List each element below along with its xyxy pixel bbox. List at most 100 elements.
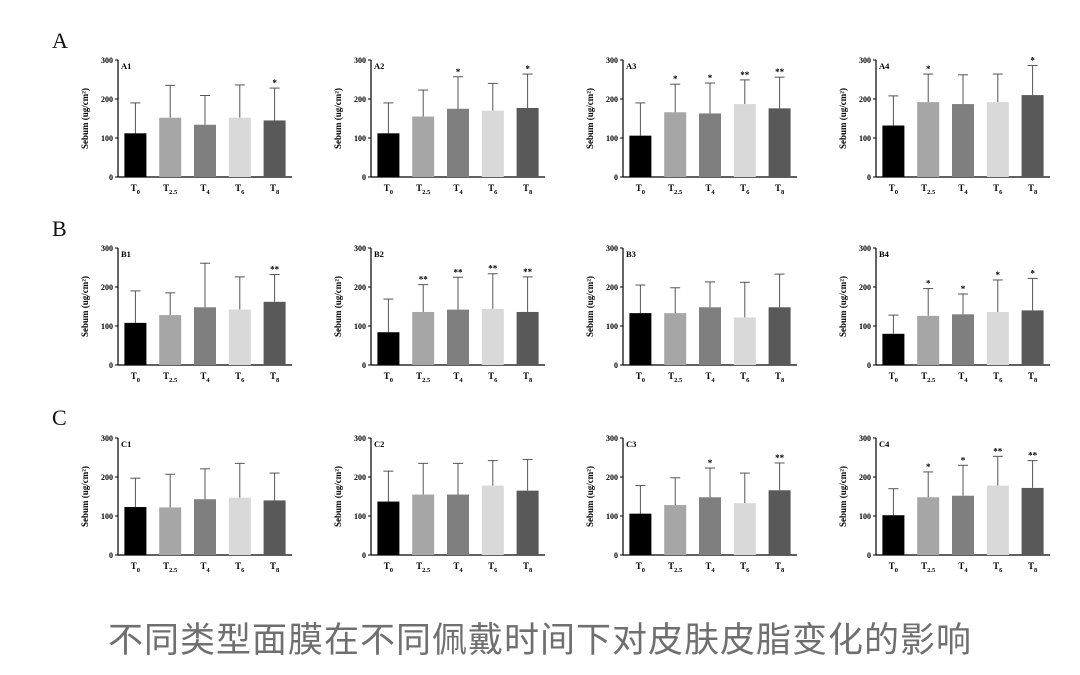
- x-tick-label: T8: [1028, 561, 1038, 574]
- bar: [733, 104, 756, 177]
- bar: [228, 497, 251, 555]
- x-tick-label: T0: [889, 561, 898, 574]
- y-tick-label: 200: [859, 473, 871, 482]
- panel-a4: 0 100 200 300 Sebum (ug/cm²) A4 T0 * T2.5 T4 T6 * T8: [828, 50, 1058, 200]
- x-tick-label: T0: [636, 561, 645, 574]
- significance-marker: **: [454, 267, 464, 277]
- bar: [952, 104, 974, 177]
- y-tick-label: 300: [101, 434, 113, 443]
- panel-chart-svg: 0 100 200 300 Sebum (ug/cm²) C1 T0 T2.5 T4 T6 T8: [80, 434, 292, 574]
- significance-marker: *: [961, 284, 966, 294]
- y-tick-label: 0: [109, 551, 113, 560]
- bar: [986, 311, 1009, 365]
- x-tick-label: T4: [705, 371, 715, 384]
- y-axis-label: Sebum (ug/cm²): [333, 466, 343, 527]
- x-tick-label: T2.5: [668, 371, 683, 384]
- panel-chart-svg: 0 100 200 300 Sebum (ug/cm²) C2 T0 T2.5 T4 T6 T8: [333, 434, 545, 574]
- bar: [447, 494, 469, 555]
- bar: [629, 313, 652, 365]
- significance-marker: *: [456, 67, 461, 77]
- x-tick-label: T4: [958, 561, 968, 574]
- y-tick-label: 300: [354, 244, 366, 253]
- bar: [882, 333, 905, 365]
- y-tick-label: 0: [362, 361, 366, 370]
- bar: [412, 494, 435, 555]
- y-tick-label: 100: [101, 322, 113, 331]
- y-axis-label: Sebum (ug/cm²): [333, 88, 343, 149]
- y-tick-label: 200: [606, 473, 618, 482]
- bar: [447, 309, 469, 365]
- x-tick-label: T6: [235, 371, 245, 384]
- bar: [481, 485, 504, 555]
- x-tick-label: T8: [270, 183, 280, 196]
- bar: [986, 102, 1009, 177]
- y-tick-label: 200: [354, 95, 366, 104]
- significance-marker: **: [775, 67, 785, 77]
- x-tick-label: T6: [740, 371, 750, 384]
- x-tick-label: T6: [235, 561, 245, 574]
- figure: A B C 0 100 200 300 Sebum (ug/cm²) A1 T0 T2.5 T4…: [52, 28, 1058, 578]
- figure-caption: 不同类型面膜在不同佩戴时间下对皮肤皮脂变化的影响: [107, 621, 972, 661]
- x-tick-label: T2.5: [416, 183, 431, 196]
- x-tick-label: T6: [993, 371, 1003, 384]
- bar: [263, 301, 286, 365]
- x-tick-label: T4: [200, 561, 210, 574]
- significance-marker: **: [488, 264, 498, 274]
- panel-id-label: B4: [879, 249, 890, 259]
- x-tick-label: T2.5: [921, 561, 936, 574]
- bar: [699, 307, 721, 365]
- bar: [1021, 310, 1044, 365]
- panel-id-label: A3: [626, 61, 636, 71]
- panel-chart-svg: 0 100 200 300 Sebum (ug/cm²) C4 T0 * T2.5 * T4 ** T6…: [838, 434, 1050, 574]
- bar: [447, 108, 469, 177]
- bar: [377, 501, 400, 555]
- bar: [1021, 487, 1044, 555]
- bar: [882, 125, 905, 177]
- panel-chart-svg: 0 100 200 300 Sebum (ug/cm²) A2 T0 T2.5 * T4 T6 * T8: [333, 56, 545, 196]
- x-tick-label: T4: [705, 561, 715, 574]
- bar: [124, 133, 147, 177]
- y-tick-label: 200: [101, 95, 113, 104]
- panel-chart-svg: 0 100 200 300 Sebum (ug/cm²) A4 T0 * T2.5 T4 T6 * T8: [838, 55, 1050, 196]
- x-tick-label: T8: [1028, 371, 1038, 384]
- y-tick-label: 100: [354, 134, 366, 143]
- y-tick-label: 100: [859, 134, 871, 143]
- row-letter-c: C: [52, 405, 67, 430]
- significance-marker: *: [926, 279, 931, 289]
- bar: [194, 124, 216, 177]
- panel-id-label: A1: [121, 61, 131, 71]
- y-tick-label: 0: [362, 173, 366, 182]
- significance-marker: **: [270, 265, 280, 275]
- bar: [733, 317, 756, 365]
- bar: [664, 112, 687, 177]
- bar: [194, 307, 216, 365]
- y-tick-label: 0: [867, 551, 871, 560]
- x-tick-label: T0: [384, 371, 393, 384]
- y-tick-label: 100: [354, 322, 366, 331]
- y-tick-label: 100: [606, 512, 618, 521]
- bar: [228, 309, 251, 365]
- panel-c4: 0 100 200 300 Sebum (ug/cm²) C4 T0 * T2.5 * T4 ** T6…: [828, 428, 1058, 578]
- panel-chart-svg: 0 100 200 300 Sebum (ug/cm²) A1 T0 T2.5 T4 T6 * T8: [80, 56, 292, 196]
- bar: [412, 311, 435, 365]
- panel-id-label: C3: [626, 439, 636, 449]
- x-tick-label: T4: [453, 561, 463, 574]
- y-axis-label: Sebum (ug/cm²): [585, 88, 595, 149]
- x-tick-label: T4: [453, 183, 463, 196]
- x-tick-label: T0: [384, 561, 393, 574]
- bar: [917, 497, 940, 555]
- y-tick-label: 300: [101, 244, 113, 253]
- x-tick-label: T2.5: [921, 183, 936, 196]
- x-tick-label: T6: [488, 561, 498, 574]
- bar: [159, 117, 182, 177]
- y-tick-label: 300: [354, 56, 366, 65]
- y-axis-label: Sebum (ug/cm²): [80, 276, 90, 337]
- y-tick-label: 200: [859, 95, 871, 104]
- x-tick-label: T4: [705, 183, 715, 196]
- x-tick-label: T8: [775, 371, 785, 384]
- x-tick-label: T4: [200, 371, 210, 384]
- x-tick-label: T8: [270, 561, 280, 574]
- y-tick-label: 300: [606, 56, 618, 65]
- x-tick-label: T2.5: [163, 561, 178, 574]
- bar: [159, 315, 182, 365]
